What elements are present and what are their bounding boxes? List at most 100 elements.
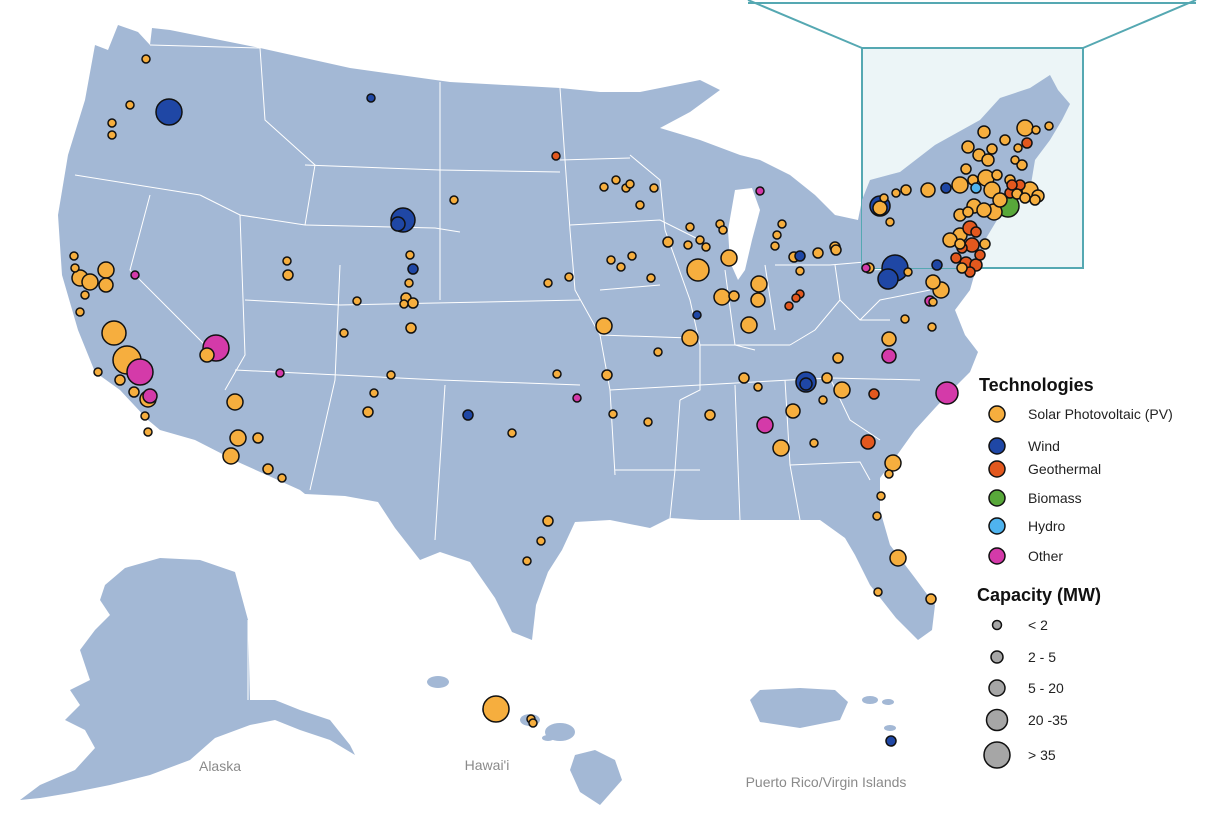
project-marker-solar-photovoltaic-pv (1044, 121, 1054, 131)
project-marker-wind (155, 98, 183, 126)
project-marker-solar-photovoltaic-pv (772, 439, 790, 457)
project-marker-solar-photovoltaic-pv (482, 695, 510, 723)
project-marker-solar-photovoltaic-pv (140, 411, 150, 421)
project-marker-solar-photovoltaic-pv (986, 143, 998, 155)
project-marker-solar-photovoltaic-pv (114, 374, 126, 386)
project-marker-solar-photovoltaic-pv (885, 217, 895, 227)
project-marker-solar-photovoltaic-pv (653, 347, 663, 357)
project-marker-geothermal (860, 434, 876, 450)
project-marker-solar-photovoltaic-pv (1010, 155, 1020, 165)
project-marker-solar-photovoltaic-pv (262, 463, 274, 475)
project-marker-solar-photovoltaic-pv (738, 372, 750, 384)
project-marker-solar-photovoltaic-pv (718, 225, 728, 235)
project-marker-wind (940, 182, 952, 194)
legend: Technologies Solar Photovoltaic (PV) Wind… (977, 375, 1173, 769)
project-marker-hydro (970, 182, 982, 194)
project-marker-solar-photovoltaic-pv (386, 370, 396, 380)
project-marker-solar-photovoltaic-pv (873, 587, 883, 597)
project-marker-solar-photovoltaic-pv (795, 266, 805, 276)
project-marker-solar-photovoltaic-pv (954, 238, 966, 250)
project-marker-solar-photovoltaic-pv (81, 273, 99, 291)
project-marker-solar-photovoltaic-pv (770, 241, 780, 251)
project-marker-solar-photovoltaic-pv (369, 388, 379, 398)
capacity-legend: < 2 2 - 5 5 - 20 20 -35 > 35 (983, 617, 1068, 769)
hawaii-label: Hawai'i (465, 757, 510, 773)
project-marker-solar-photovoltaic-pv (961, 140, 975, 154)
project-marker-solar-photovoltaic-pv (992, 192, 1008, 208)
project-marker-solar-photovoltaic-pv (903, 267, 913, 277)
project-marker-solar-photovoltaic-pv (252, 432, 264, 444)
project-marker-solar-photovoltaic-pv (681, 329, 699, 347)
project-marker-other (881, 348, 897, 364)
hawaii-landmass (427, 676, 622, 805)
project-marker-solar-photovoltaic-pv (627, 251, 637, 261)
project-marker-solar-photovoltaic-pv (833, 381, 851, 399)
project-marker-solar-photovoltaic-pv (884, 454, 902, 472)
project-marker-solar-photovoltaic-pv (97, 261, 115, 279)
project-marker-solar-photovoltaic-pv (635, 200, 645, 210)
project-marker-other (126, 358, 154, 386)
project-marker-geothermal (1021, 137, 1033, 149)
project-marker-geothermal (974, 249, 986, 261)
capacity-legend-marker (983, 741, 1011, 769)
project-marker-solar-photovoltaic-pv (128, 386, 140, 398)
project-marker-solar-photovoltaic-pv (93, 367, 103, 377)
project-marker-geothermal (868, 388, 880, 400)
project-marker-solar-photovoltaic-pv (552, 369, 562, 379)
project-marker-solar-photovoltaic-pv (616, 262, 626, 272)
project-marker-solar-photovoltaic-pv (608, 409, 618, 419)
project-marker-solar-photovoltaic-pv (528, 718, 538, 728)
project-marker-solar-photovoltaic-pv (229, 429, 247, 447)
project-marker-solar-photovoltaic-pv (643, 417, 653, 427)
project-marker-wind (799, 377, 813, 391)
project-marker-solar-photovoltaic-pv (143, 427, 153, 437)
project-marker-solar-photovoltaic-pv (821, 372, 833, 384)
project-marker-solar-photovoltaic-pv (713, 288, 731, 306)
project-marker-solar-photovoltaic-pv (832, 352, 844, 364)
project-marker-wind (366, 93, 376, 103)
project-marker-solar-photovoltaic-pv (611, 175, 621, 185)
project-marker-geothermal (791, 293, 801, 303)
legend-marker-wind (988, 437, 1006, 455)
project-marker-solar-photovoltaic-pv (405, 250, 415, 260)
project-marker-solar-photovoltaic-pv (872, 200, 888, 216)
project-markers (69, 54, 1054, 747)
inset-zoom-line-right (1082, 0, 1197, 49)
project-marker-solar-photovoltaic-pv (772, 230, 782, 240)
project-marker-solar-photovoltaic-pv (900, 184, 912, 196)
legend-marker-geothermal (988, 460, 1006, 478)
legend-marker-biomass (988, 489, 1006, 507)
project-marker-solar-photovoltaic-pv (962, 206, 974, 218)
project-marker-solar-photovoltaic-pv (777, 219, 787, 229)
project-marker-other (755, 186, 765, 196)
project-marker-solar-photovoltaic-pv (925, 593, 937, 605)
project-marker-solar-photovoltaic-pv (625, 179, 635, 189)
project-marker-solar-photovoltaic-pv (543, 278, 553, 288)
project-marker-solar-photovoltaic-pv (884, 469, 894, 479)
project-marker-solar-photovoltaic-pv (595, 317, 613, 335)
capacity-legend-marker (991, 619, 1003, 631)
project-marker-solar-photovoltaic-pv (740, 316, 758, 334)
project-marker-solar-photovoltaic-pv (1029, 194, 1041, 206)
project-marker-solar-photovoltaic-pv (101, 320, 127, 346)
project-marker-solar-photovoltaic-pv (889, 549, 907, 567)
project-marker-solar-photovoltaic-pv (75, 307, 85, 317)
project-marker-wind (692, 310, 702, 320)
project-marker-solar-photovoltaic-pv (125, 100, 135, 110)
project-marker-wind (931, 259, 943, 271)
project-marker-solar-photovoltaic-pv (956, 262, 968, 274)
project-marker-solar-photovoltaic-pv (601, 369, 613, 381)
project-marker-solar-photovoltaic-pv (951, 176, 969, 194)
project-marker-solar-photovoltaic-pv (876, 491, 886, 501)
project-marker-solar-photovoltaic-pv (362, 406, 374, 418)
project-marker-wind (885, 735, 897, 747)
project-marker-other (130, 270, 140, 280)
technologies-legend: Solar Photovoltaic (PV) Wind Geothermal Bio… (988, 405, 1173, 565)
legend-label-technology: Biomass (1028, 490, 1082, 506)
project-marker-solar-photovoltaic-pv (701, 242, 711, 252)
legend-marker-hydro (988, 517, 1006, 535)
puerto-rico-landmass (750, 688, 896, 731)
state-borders (74, 44, 931, 541)
project-marker-solar-photovoltaic-pv (879, 193, 889, 203)
project-marker-other (861, 263, 871, 273)
